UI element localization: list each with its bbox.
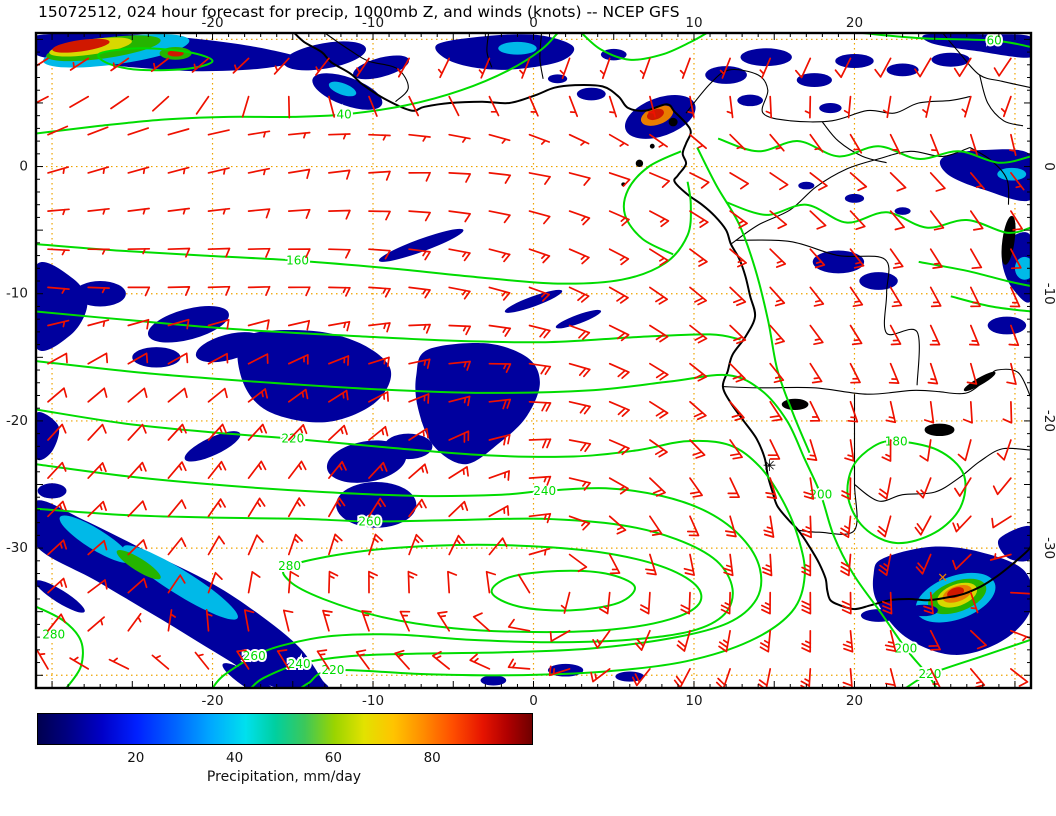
africa-coastline <box>293 33 1031 611</box>
svg-text:0: 0 <box>529 15 538 31</box>
border-line <box>979 74 1024 127</box>
station-marker: ✳ <box>763 456 776 475</box>
precip-shading <box>36 33 1031 688</box>
border-line <box>685 68 971 123</box>
svg-text:-10: -10 <box>6 286 28 302</box>
svg-text:180: 180 <box>885 434 908 448</box>
x-marker: ✕ <box>937 571 948 586</box>
svg-text:0: 0 <box>1041 162 1056 171</box>
border-line <box>730 146 971 245</box>
svg-text:260: 260 <box>243 649 266 663</box>
svg-text:240: 240 <box>288 657 311 671</box>
svg-text:60: 60 <box>986 34 1001 48</box>
border-line <box>969 147 1010 205</box>
svg-text:220: 220 <box>281 432 304 446</box>
border-line <box>798 394 858 535</box>
height-contours <box>36 33 1031 688</box>
svg-text:-20: -20 <box>202 693 224 709</box>
svg-text:260: 260 <box>358 514 381 528</box>
svg-text:240: 240 <box>533 484 556 498</box>
svg-text:220: 220 <box>321 663 344 677</box>
island <box>635 159 644 168</box>
svg-text:-30: -30 <box>6 540 28 556</box>
svg-text:0: 0 <box>19 159 28 175</box>
border-line <box>486 33 493 68</box>
island <box>668 117 678 127</box>
svg-text:200: 200 <box>894 642 917 656</box>
wind-barbs <box>36 57 1031 688</box>
svg-text:10: 10 <box>685 15 702 31</box>
svg-text:-10: -10 <box>362 693 384 709</box>
colorbar-tick-label: 60 <box>324 750 342 766</box>
svg-text:-20: -20 <box>1041 410 1056 432</box>
lake <box>781 398 809 410</box>
svg-text:10: 10 <box>685 693 702 709</box>
svg-text:20: 20 <box>846 15 863 31</box>
lake <box>924 423 955 437</box>
svg-text:0: 0 <box>529 693 538 709</box>
svg-text:280: 280 <box>42 628 65 642</box>
svg-text:-10: -10 <box>362 15 384 31</box>
svg-text:160: 160 <box>286 254 309 268</box>
colorbar-label: Precipitation, mm/day <box>206 769 362 785</box>
svg-text:20: 20 <box>846 693 863 709</box>
lake <box>963 371 996 392</box>
border-line <box>324 33 409 103</box>
colorbar-tick-label: 20 <box>127 750 145 766</box>
border-line <box>939 368 1031 399</box>
axes-frame <box>34 31 1033 690</box>
figure-title: 15072512, 024 hour forecast for precip, … <box>38 3 680 21</box>
colorbar-gradient <box>37 713 533 745</box>
svg-text:-10: -10 <box>1041 283 1056 305</box>
border-line <box>854 447 1031 502</box>
svg-text:-20: -20 <box>202 15 224 31</box>
colorbar-tick-label: 40 <box>226 750 244 766</box>
border-line <box>722 386 940 395</box>
geography <box>293 33 1031 611</box>
svg-text:-30: -30 <box>1041 537 1056 559</box>
svg-text:40: 40 <box>336 107 351 121</box>
island <box>649 143 655 149</box>
border-line <box>735 239 920 386</box>
border-line <box>539 33 544 79</box>
svg-text:280: 280 <box>278 559 301 573</box>
border-line <box>821 121 887 164</box>
colorbar-tick-label: 80 <box>423 750 441 766</box>
svg-text:-20: -20 <box>6 413 28 429</box>
